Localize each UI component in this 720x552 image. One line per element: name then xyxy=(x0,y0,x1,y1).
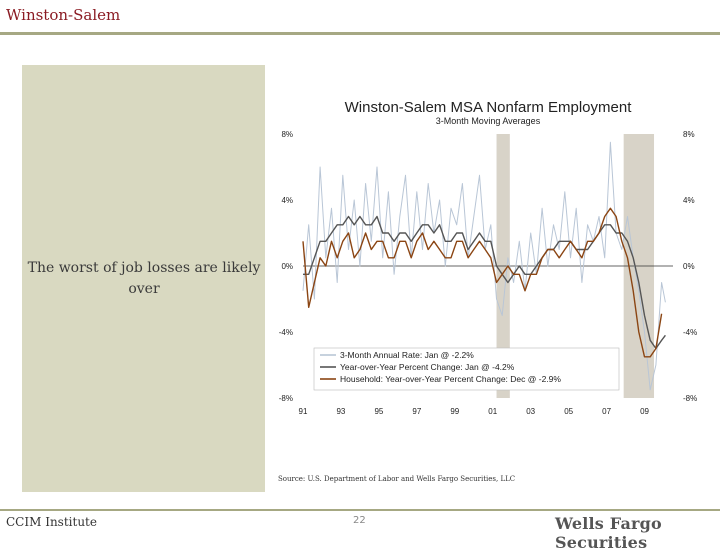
title-divider xyxy=(0,32,720,35)
y-tick-label-left: 8% xyxy=(281,130,293,139)
employment-chart: Winston-Salem MSA Nonfarm Employment3-Mo… xyxy=(279,99,697,416)
legend-label: 3-Month Annual Rate: Jan @ -2.2% xyxy=(340,350,474,360)
panel-text: The worst of job losses are likely over xyxy=(27,260,261,297)
y-tick-label-right: 8% xyxy=(683,130,695,139)
brand-logo: Wells Fargo Securities xyxy=(555,514,662,552)
y-tick-label-left: 4% xyxy=(281,196,293,205)
x-tick-label: 09 xyxy=(640,407,649,416)
footer-divider xyxy=(0,509,720,511)
y-tick-label-left: -8% xyxy=(279,394,293,403)
legend-label: Household: Year-over-Year Percent Change… xyxy=(340,374,561,384)
chart-title: Winston-Salem MSA Nonfarm Employment xyxy=(345,99,633,116)
x-tick-label: 01 xyxy=(488,407,497,416)
chart-subtitle: 3-Month Moving Averages xyxy=(436,116,541,126)
slide-title: Winston-Salem xyxy=(6,6,121,24)
y-tick-label-left: -4% xyxy=(279,328,293,337)
chart-area: Winston-Salem MSA Nonfarm Employment 3-Mo… xyxy=(268,92,713,422)
x-tick-label: 03 xyxy=(526,407,535,416)
series-line xyxy=(302,207,663,358)
x-tick-label: 05 xyxy=(564,407,573,416)
y-tick-label-left: 0% xyxy=(281,262,293,271)
x-tick-label: 95 xyxy=(374,407,383,416)
footer-organization: CCIM Institute xyxy=(6,515,97,529)
y-tick-label-right: 4% xyxy=(683,196,695,205)
left-panel xyxy=(22,65,265,492)
legend-box xyxy=(313,347,620,391)
series-line xyxy=(303,215,666,350)
page-number: 22 xyxy=(353,515,366,526)
x-tick-label: 93 xyxy=(336,407,345,416)
x-tick-label: 99 xyxy=(450,407,459,416)
x-tick-label: 07 xyxy=(602,407,611,416)
y-tick-label-right: 0% xyxy=(683,262,695,271)
x-tick-label: 91 xyxy=(299,407,308,416)
source-note: Source: U.S. Department of Labor and Wel… xyxy=(278,475,516,483)
x-tick-label: 97 xyxy=(412,407,421,416)
y-tick-label-right: -8% xyxy=(683,394,697,403)
legend-label: Year-over-Year Percent Change: Jan @ -4.… xyxy=(340,362,515,372)
y-tick-label-right: -4% xyxy=(683,328,697,337)
